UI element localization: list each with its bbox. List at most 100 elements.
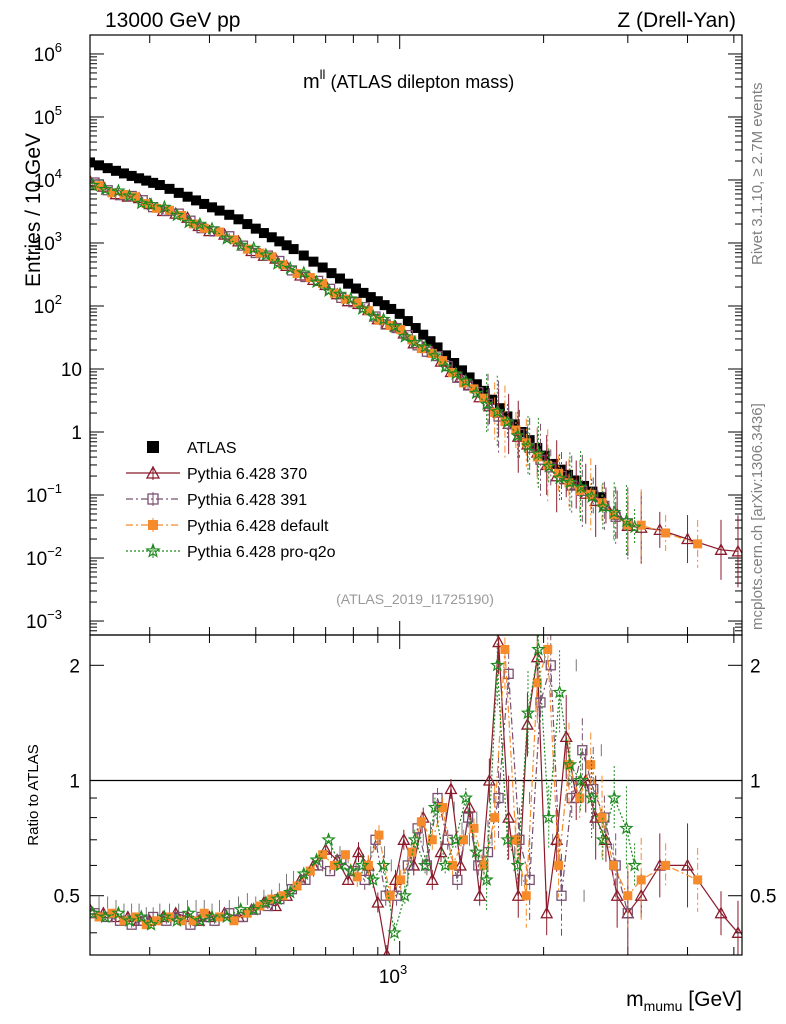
ratio-tick-label-right: 0.5 — [750, 887, 776, 908]
data-point — [224, 209, 235, 220]
mc-point — [468, 385, 484, 400]
data-point — [308, 256, 319, 267]
mc-point — [309, 274, 324, 289]
mc-ratio-point — [397, 833, 411, 845]
ratio-tick-label-right: 1 — [750, 772, 761, 793]
mc-point — [296, 265, 311, 279]
y-tick-mantissa: 10 — [26, 612, 47, 633]
data-point — [199, 198, 210, 209]
data-point — [418, 329, 429, 340]
mc-ratio-point — [462, 812, 474, 823]
mc-ratio-point — [511, 888, 525, 901]
mc-point — [181, 214, 196, 229]
mc-ratio-point — [473, 888, 487, 901]
data-point — [134, 173, 145, 184]
mc-ratio-point — [579, 773, 593, 786]
y-tick-exponent: −3 — [47, 607, 62, 622]
mc-ratio-point — [448, 832, 463, 846]
x-tick-exponent: 3 — [400, 962, 407, 977]
mc-ratio-point — [619, 820, 634, 835]
mc-point — [595, 499, 610, 513]
data-point — [141, 175, 152, 186]
mc-ratio-point — [309, 852, 324, 867]
mc-ratio-point — [432, 792, 443, 804]
y-tick-mantissa: 10 — [26, 486, 47, 507]
mc-point — [693, 539, 703, 549]
mc-ratio-point — [636, 875, 646, 885]
y-tick-mantissa: 10 — [34, 171, 55, 192]
mc-point — [490, 404, 505, 418]
mc-ratio-line — [98, 649, 698, 926]
mc-point — [407, 335, 417, 345]
mc-point — [500, 417, 510, 427]
mc-ratio-point — [296, 866, 311, 881]
y-tick-label: 103 — [34, 229, 62, 255]
ratio-axis-ticks: 2 2 1 1 0.5 0.5 — [54, 656, 776, 934]
y-tick-exponent: −1 — [47, 481, 62, 496]
data-point — [126, 170, 137, 181]
mc-ratio-point — [365, 872, 381, 886]
mc-point — [278, 260, 288, 270]
data-point — [250, 223, 261, 234]
mc-ratio-point — [444, 782, 458, 795]
main-series-layer — [90, 157, 742, 588]
mc-point — [396, 325, 406, 335]
mc-point — [111, 183, 126, 198]
data-point — [441, 350, 452, 361]
data-point — [350, 283, 361, 294]
mc-point — [397, 329, 412, 343]
legend-label: Pythia 6.428 370 — [187, 466, 307, 483]
mc-ratio-point — [292, 881, 302, 891]
mc-point — [321, 283, 336, 298]
mc-ratio-point — [532, 678, 542, 688]
x-tick-mantissa: 10 — [379, 967, 400, 988]
mc-point — [500, 414, 515, 429]
mc-ratio-point — [407, 847, 417, 857]
data-point — [432, 342, 443, 353]
mc-point — [267, 252, 277, 262]
mc-ratio-point — [130, 912, 140, 922]
y-tick-mantissa: 1 — [71, 423, 82, 444]
mc-ratio-point — [397, 888, 412, 902]
legend-entry-3: Pythia 6.428 default — [126, 518, 329, 535]
mc-ratio-point — [584, 790, 599, 805]
series-2-main — [90, 177, 633, 560]
data-point — [207, 202, 218, 213]
data-point — [402, 316, 413, 327]
mc-ratio-point — [693, 875, 703, 885]
mc-ratio-line — [94, 665, 629, 926]
title-symbol: m — [303, 71, 320, 93]
data-point — [563, 469, 574, 480]
mc-ratio-point — [181, 905, 196, 920]
data-point — [258, 228, 269, 239]
mc-series-line — [98, 185, 698, 545]
data-point — [154, 180, 165, 191]
mc-ratio-point — [469, 844, 484, 859]
mc-point — [619, 513, 634, 528]
mc-ratio-point — [577, 745, 588, 756]
x-axis-label-unit: [GeV] — [682, 988, 742, 1011]
mc-ratio-point — [204, 909, 220, 924]
ratio-tick-label-right: 2 — [750, 656, 761, 677]
y-tick-label: 10−1 — [26, 481, 62, 507]
legend-marker — [145, 542, 161, 558]
data-point — [274, 236, 285, 247]
data-point — [425, 336, 436, 347]
data-point — [94, 160, 105, 171]
series-4-main — [90, 177, 642, 557]
mc-point — [292, 268, 302, 278]
legend-label: Pythia 6.428 391 — [187, 492, 307, 509]
mc-ratio-point — [407, 858, 421, 871]
mc-ratio-point — [352, 845, 365, 858]
data-point — [233, 214, 244, 225]
y-tick-exponent: 4 — [55, 166, 62, 181]
x-axis-label-main: m — [626, 988, 644, 1011]
legend-label: Pythia 6.428 pro-q2o — [187, 544, 336, 561]
mc-ratio-point — [107, 908, 117, 918]
y-tick-mantissa: 10 — [61, 360, 82, 381]
mc-point — [355, 301, 370, 315]
data-point — [317, 262, 328, 273]
mc-point — [417, 339, 433, 354]
header-energy: 13000 GeV pp — [105, 9, 240, 32]
